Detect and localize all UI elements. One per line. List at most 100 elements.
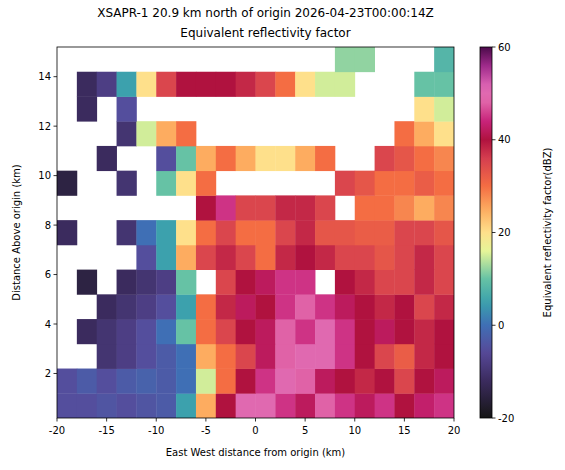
cell [77, 319, 97, 344]
cell [196, 294, 216, 319]
cell [117, 369, 137, 394]
cell [97, 294, 117, 319]
cell [136, 121, 156, 146]
cell [136, 245, 156, 270]
colorbar-tick [492, 232, 496, 233]
cell [434, 294, 454, 319]
cell [176, 393, 196, 418]
x-tick [156, 418, 157, 422]
cell [156, 146, 176, 171]
cell [236, 344, 256, 369]
cell [434, 344, 454, 369]
cell [414, 220, 434, 245]
cell [236, 72, 256, 97]
cell [434, 121, 454, 146]
cell [355, 47, 375, 72]
cell [434, 72, 454, 97]
cell [295, 393, 315, 418]
cell [394, 245, 414, 270]
cell [176, 270, 196, 295]
x-tick [354, 418, 355, 422]
cell [355, 270, 375, 295]
cell [236, 146, 256, 171]
cell [176, 344, 196, 369]
cell [57, 171, 77, 196]
colorbar-tick-label: 0 [498, 320, 504, 331]
cell [295, 195, 315, 220]
cell [77, 72, 97, 97]
cell [315, 220, 335, 245]
cell [216, 369, 236, 394]
cell [434, 270, 454, 295]
cell [275, 319, 295, 344]
cell [136, 270, 156, 295]
cell [216, 294, 236, 319]
cell [315, 319, 335, 344]
cell [414, 96, 434, 121]
cell [295, 220, 315, 245]
cell [216, 393, 236, 418]
cell [176, 220, 196, 245]
cell [97, 319, 117, 344]
cell [275, 220, 295, 245]
cell [57, 393, 77, 418]
cell [414, 319, 434, 344]
cell [97, 344, 117, 369]
cell [117, 171, 137, 196]
cell [355, 294, 375, 319]
colorbar [480, 47, 492, 418]
cell [156, 319, 176, 344]
cell [335, 171, 355, 196]
colorbar-tick [492, 139, 496, 140]
y-tick-label: 14 [38, 71, 51, 82]
cell [156, 393, 176, 418]
cell [136, 72, 156, 97]
cell [117, 220, 137, 245]
cell [335, 72, 355, 97]
colorbar-tick-label: -20 [498, 413, 514, 424]
cell [196, 245, 216, 270]
colorbar-tick [492, 418, 496, 419]
cell [355, 344, 375, 369]
cell [156, 294, 176, 319]
cell [156, 171, 176, 196]
cell [375, 146, 395, 171]
cell [117, 294, 137, 319]
cell [176, 319, 196, 344]
cell [315, 195, 335, 220]
colorbar-tick [492, 47, 496, 48]
cell [77, 270, 97, 295]
y-tick-label: 12 [38, 121, 51, 132]
cell [216, 195, 236, 220]
x-tick-label: -10 [148, 425, 164, 436]
cell [394, 146, 414, 171]
x-tick-label: 5 [302, 425, 308, 436]
cell [335, 344, 355, 369]
cell [355, 319, 375, 344]
cell [275, 393, 295, 418]
cell [275, 369, 295, 394]
cell [196, 171, 216, 196]
cell [136, 369, 156, 394]
cell [256, 72, 276, 97]
cell [216, 245, 236, 270]
cell [414, 393, 434, 418]
cell [275, 195, 295, 220]
y-label: Distance Above origin (km) [11, 164, 22, 301]
x-tick-label: 0 [252, 425, 258, 436]
y-tick [54, 126, 58, 127]
cell [315, 344, 335, 369]
cell [375, 319, 395, 344]
cell [295, 270, 315, 295]
cell [136, 294, 156, 319]
cell [414, 344, 434, 369]
cell [355, 245, 375, 270]
cell [295, 319, 315, 344]
cell [335, 220, 355, 245]
cell [117, 72, 137, 97]
cell [196, 220, 216, 245]
cell [315, 393, 335, 418]
cell [275, 294, 295, 319]
cell [414, 245, 434, 270]
cell [315, 369, 335, 394]
